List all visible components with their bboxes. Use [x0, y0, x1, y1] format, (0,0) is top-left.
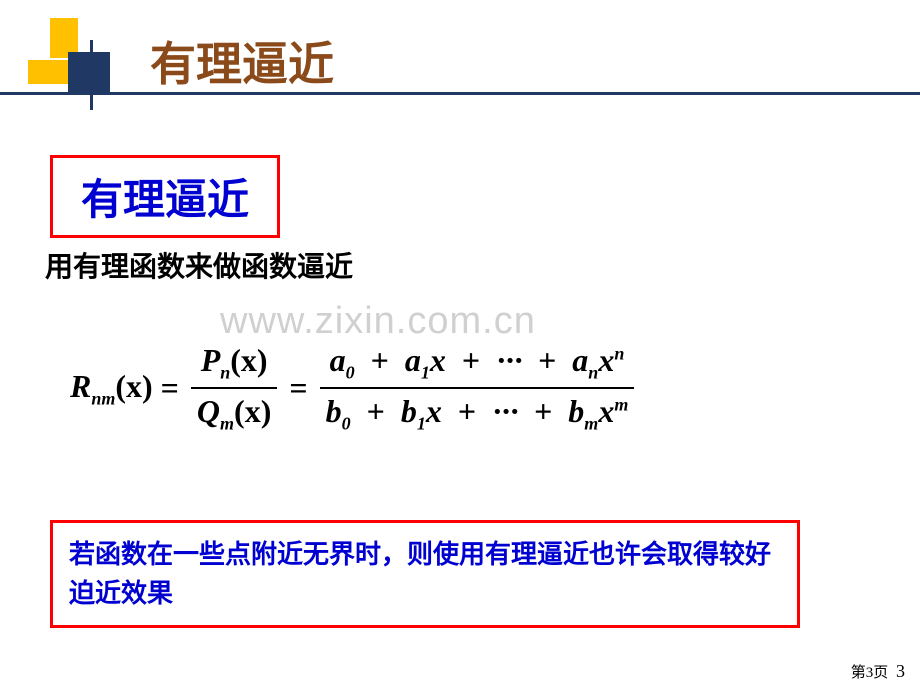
frac2-den: b0 + b1x + ··· + bmxm [320, 391, 635, 436]
ans: n [588, 362, 598, 382]
page-footer: 第3页 3 [851, 661, 905, 682]
b0: b [326, 393, 342, 429]
b1s: 1 [417, 414, 426, 434]
eq-2: = [289, 370, 307, 407]
frac-1: Pn(x) Qm(x) [191, 340, 277, 437]
a1: a [405, 342, 421, 378]
plus-d1: + [367, 393, 385, 429]
plus-n3: + [538, 342, 556, 378]
b0s: 0 [342, 414, 351, 434]
x-d1: x [426, 393, 442, 429]
decor-blue-3 [90, 40, 93, 110]
note-text: 若函数在一些点附近无界时，则使用有理逼近也许会取得较好迫近效果 [69, 535, 781, 613]
bms: m [584, 414, 598, 434]
slide-header: 有理逼近 [0, 0, 920, 110]
sym-R-sub: nm [91, 388, 115, 408]
a1s: 1 [421, 362, 430, 382]
sym-Q-arg: (x) [234, 393, 271, 429]
an: a [572, 342, 588, 378]
plus-d2: + [458, 393, 476, 429]
sym-P-sub: n [220, 362, 230, 382]
sym-P-arg: (x) [230, 342, 267, 378]
decor-blue-2 [68, 52, 110, 94]
plus-d3: + [534, 393, 552, 429]
note-box: 若函数在一些点附近无界时，则使用有理逼近也许会取得较好迫近效果 [50, 520, 800, 628]
frac1-num: Pn(x) [195, 340, 274, 385]
page-number: 3 [896, 661, 905, 681]
x-n1: x [430, 342, 446, 378]
xn-exp: n [614, 343, 624, 363]
dots-d: ··· [492, 393, 518, 429]
slide-title: 有理逼近 [150, 28, 334, 94]
sym-R: R [70, 368, 91, 404]
subtitle-text: 有理逼近 [81, 166, 249, 227]
x-n2: x [598, 342, 614, 378]
dots-n: ··· [496, 342, 522, 378]
a0: a [330, 342, 346, 378]
xm-exp: m [614, 395, 628, 415]
watermark: www.zixin.com.cn [220, 300, 536, 343]
sym-Q: Q [197, 393, 220, 429]
plus-n1: + [371, 342, 389, 378]
plus-n2: + [462, 342, 480, 378]
sym-P: P [201, 342, 221, 378]
page-label: 第3页 [851, 665, 889, 681]
frac2-line [320, 387, 635, 389]
frac-2: a0 + a1x + ··· + anxn b0 + b1x + ··· + b… [320, 340, 635, 437]
formula: Rnm(x) = Pn(x) Qm(x) = a0 + a1x + ··· + … [70, 340, 638, 437]
decor-yellow-2 [28, 60, 68, 84]
formula-lhs: Rnm(x) [70, 368, 153, 409]
subtitle-box: 有理逼近 [50, 155, 280, 238]
a0s: 0 [346, 362, 355, 382]
decor-blue-1 [0, 92, 920, 95]
frac2-num: a0 + a1x + ··· + anxn [324, 340, 631, 385]
body-text: 用有理函数来做函数逼近 [45, 245, 353, 285]
frac1-den: Qm(x) [191, 391, 277, 436]
b1: b [401, 393, 417, 429]
frac1-line [191, 387, 277, 389]
x-d2: x [598, 393, 614, 429]
sym-Q-sub: m [220, 414, 234, 434]
eq-1: = [161, 370, 179, 407]
bm: b [568, 393, 584, 429]
sym-R-arg: (x) [115, 368, 152, 404]
